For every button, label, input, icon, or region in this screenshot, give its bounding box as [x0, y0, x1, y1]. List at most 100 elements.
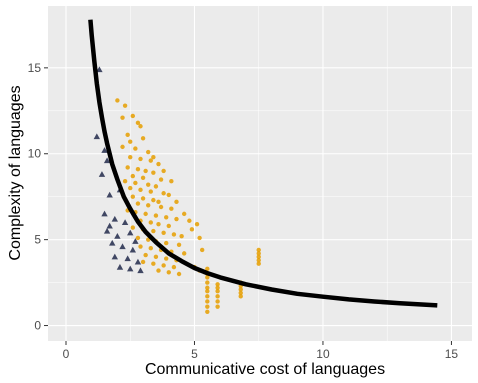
circle-point: [148, 158, 153, 163]
triangle-point: [124, 255, 131, 262]
circle-point: [140, 196, 146, 201]
circle-point: [166, 270, 171, 275]
circle-point: [156, 221, 161, 227]
circle-point: [122, 179, 128, 184]
circle-point: [181, 211, 187, 217]
circle-point: [215, 282, 220, 287]
circle-point: [176, 242, 182, 247]
y-tick-label: 5: [34, 233, 41, 247]
triangle-point: [103, 157, 111, 164]
circle-point: [128, 185, 133, 191]
x-tick-label: 15: [445, 347, 459, 361]
circle-point: [256, 247, 261, 253]
circle-point: [148, 189, 153, 194]
circle-point: [138, 156, 143, 162]
circle-point: [161, 168, 166, 174]
circle-point: [215, 299, 220, 304]
circle-point: [151, 170, 156, 175]
circle-point: [164, 240, 169, 246]
circle-point: [133, 146, 138, 151]
circle-point: [120, 115, 125, 120]
circle-point: [135, 201, 141, 206]
circle-point: [148, 246, 153, 251]
circle-point: [205, 275, 210, 280]
circle-point: [194, 221, 200, 227]
circle-point: [125, 132, 130, 138]
circle-point: [256, 254, 261, 260]
circle-point: [156, 161, 161, 167]
triangle-point: [98, 171, 106, 177]
circle-point: [148, 220, 153, 225]
circle-point: [189, 227, 195, 232]
circle-point: [151, 154, 156, 160]
circle-point: [140, 175, 146, 180]
triangle-point: [127, 265, 134, 272]
circle-point: [205, 299, 210, 304]
circle-point: [151, 261, 156, 266]
triangle-point: [114, 233, 121, 239]
circle-point: [205, 294, 210, 299]
circle-point: [135, 120, 141, 126]
axis-ticks: 0 5 10 15 0 5 10 15: [28, 61, 459, 361]
circle-point: [143, 211, 148, 217]
circle-point: [166, 223, 171, 229]
fitted-curve: [88, 19, 438, 308]
circle-point: [199, 247, 205, 253]
circle-point: [205, 309, 210, 314]
triangle-point: [96, 66, 103, 73]
circle-point: [171, 232, 177, 237]
circle-point: [256, 261, 261, 266]
circle-point: [120, 144, 125, 150]
circle-point: [238, 290, 243, 296]
circle-point: [138, 124, 143, 129]
circle-point: [143, 168, 148, 174]
circle-point: [151, 197, 156, 203]
circle-point: [133, 180, 138, 186]
triangle-point: [137, 267, 144, 274]
circle-point: [174, 216, 179, 222]
circle-point: [158, 204, 164, 210]
circle-point: [215, 304, 220, 309]
plot-panel: [48, 6, 472, 341]
circle-point: [146, 203, 151, 208]
circle-point: [130, 113, 135, 119]
circle-point: [176, 271, 182, 277]
circle-point: [238, 294, 243, 299]
circle-point: [174, 199, 179, 205]
circle-point: [135, 235, 141, 241]
y-axis-title: Complexity of languages: [7, 85, 24, 260]
y-tick-label: 0: [34, 319, 41, 333]
triangle-point: [109, 239, 116, 246]
circle-point: [215, 285, 220, 290]
circle-point: [146, 182, 151, 187]
circle-point: [205, 280, 210, 285]
circle-point: [135, 167, 141, 172]
x-tick-label: 10: [316, 347, 330, 361]
circle-point: [138, 187, 143, 193]
circle-point: [197, 235, 202, 241]
circle-point: [146, 149, 151, 155]
circle-point: [256, 258, 261, 263]
circle-point: [205, 285, 210, 290]
triangle-point: [127, 229, 134, 236]
circle-point: [215, 288, 220, 294]
circle-point: [164, 215, 169, 220]
circle-point: [125, 165, 130, 170]
y-tick-label: 10: [28, 147, 42, 161]
triangle-point: [101, 147, 108, 153]
circle-point: [143, 252, 148, 258]
circle-point: [171, 264, 177, 270]
triangle-point: [111, 253, 119, 260]
circle-point: [158, 177, 164, 182]
circle-point: [128, 154, 133, 160]
triangle-point: [121, 219, 129, 226]
circle-point: [181, 251, 187, 256]
circle-point: [156, 268, 161, 273]
circle-point: [161, 263, 166, 268]
circle-point: [205, 288, 210, 294]
circle-point: [153, 254, 159, 260]
triangle-point: [106, 222, 113, 229]
x-tick-label: 0: [63, 347, 70, 361]
circle-point: [166, 192, 171, 198]
